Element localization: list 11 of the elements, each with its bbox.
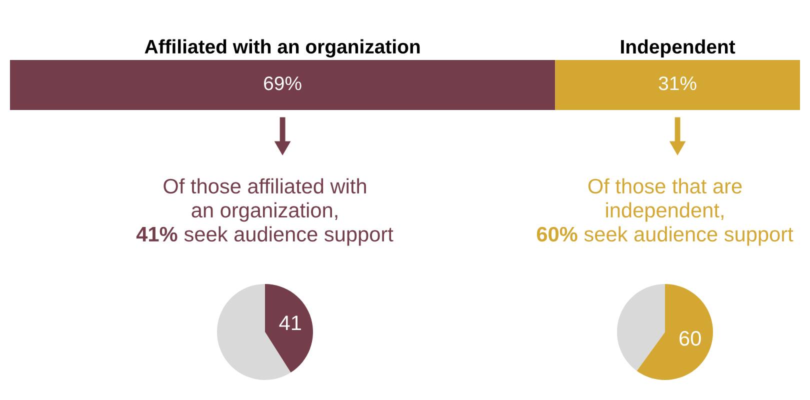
- series-label: Affiliated with an organization: [144, 39, 420, 58]
- pie-slice: [617, 284, 665, 371]
- data-label: 41: [279, 316, 301, 330]
- chart-title: Of those that are independent, 60% seek audience support: [536, 178, 794, 246]
- data-label: 31%: [658, 76, 696, 90]
- data-label: 69%: [264, 76, 302, 90]
- data-label: 60: [680, 331, 701, 346]
- pie-slice: [265, 284, 313, 373]
- chart-title: Of those affiliated with an organization, 41% seek audience support: [136, 178, 394, 246]
- pie-slice: [636, 284, 713, 380]
- series-label: Independent: [621, 39, 736, 58]
